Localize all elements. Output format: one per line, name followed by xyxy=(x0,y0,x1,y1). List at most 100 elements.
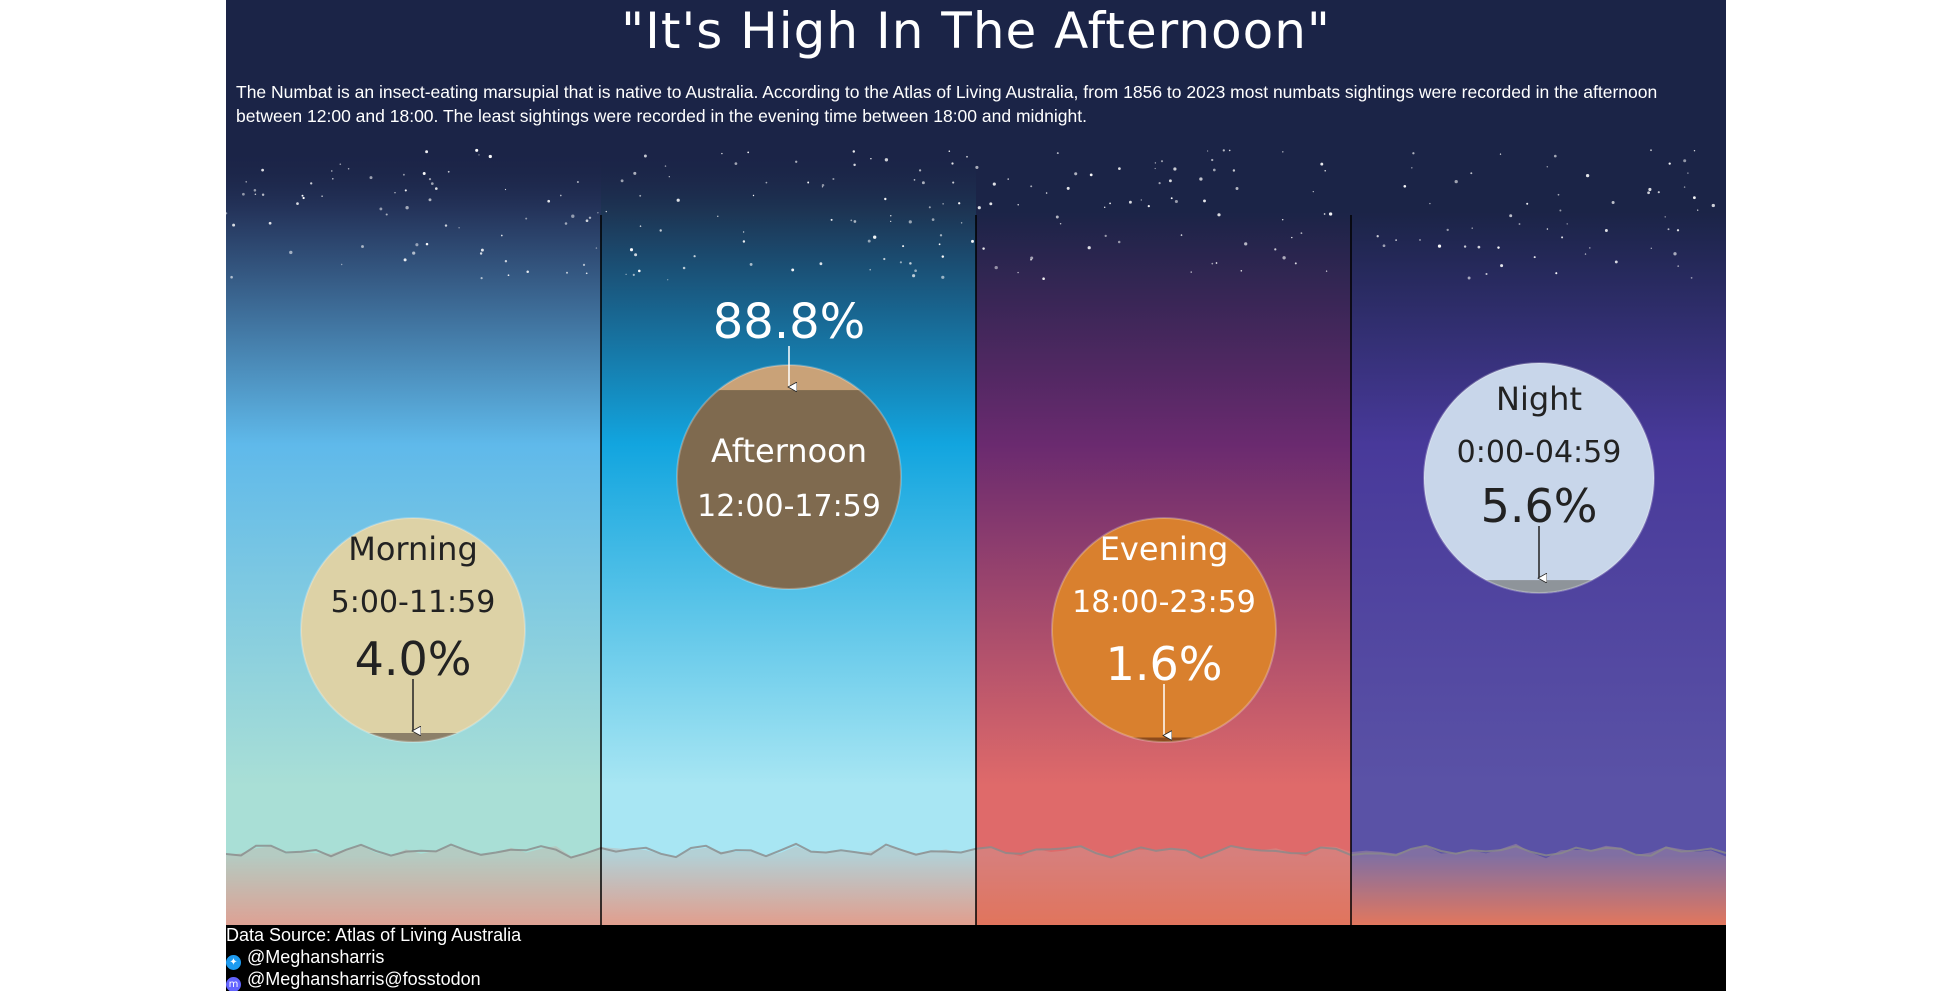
star xyxy=(1244,242,1248,246)
star xyxy=(1199,177,1203,181)
star xyxy=(938,243,941,246)
star xyxy=(620,179,624,183)
circle-morning: Morning 5:00-11:59 4.0% xyxy=(300,517,526,743)
star xyxy=(361,245,364,248)
star xyxy=(1281,218,1284,221)
star xyxy=(1324,170,1326,172)
label-value-afternoon: 88.8% xyxy=(713,294,865,350)
star xyxy=(914,269,917,273)
star xyxy=(966,155,968,158)
star xyxy=(682,266,686,270)
star xyxy=(289,250,293,255)
star xyxy=(585,272,588,275)
star xyxy=(1693,149,1696,152)
star xyxy=(245,181,247,183)
star xyxy=(1676,229,1680,232)
star xyxy=(347,167,350,170)
label-time-morning: 5:00-11:59 xyxy=(331,585,496,620)
star xyxy=(1533,256,1536,259)
star xyxy=(1454,179,1458,184)
star xyxy=(1604,229,1608,232)
label-value-night: 5.6% xyxy=(1481,479,1598,533)
star xyxy=(1294,262,1297,265)
star xyxy=(1211,262,1214,265)
twitter-handle: @Meghansharris xyxy=(247,947,385,967)
star xyxy=(1118,167,1121,170)
star xyxy=(1007,178,1009,180)
star xyxy=(890,215,892,217)
star xyxy=(504,188,507,191)
star xyxy=(428,198,432,202)
circle-base-night xyxy=(1424,363,1654,593)
star xyxy=(412,251,416,255)
star xyxy=(629,248,634,252)
star xyxy=(908,220,912,224)
star xyxy=(664,165,667,167)
star xyxy=(1611,200,1615,205)
horizon-line xyxy=(226,842,1726,860)
star xyxy=(1566,223,1568,225)
star xyxy=(1030,185,1033,188)
star xyxy=(1500,264,1504,268)
star xyxy=(1206,150,1209,152)
star xyxy=(1648,187,1652,192)
star xyxy=(1042,277,1045,281)
star xyxy=(909,262,912,265)
star xyxy=(902,245,905,248)
star xyxy=(564,222,568,225)
label-time-night: 0:00-04:59 xyxy=(1457,435,1622,470)
star xyxy=(830,218,833,221)
star xyxy=(422,172,426,175)
star xyxy=(643,154,647,158)
twitter-credit[interactable]: ✦ @Meghansharris xyxy=(226,947,384,970)
star xyxy=(1664,216,1666,218)
mastodon-credit[interactable]: m @Meghansharris@fosstodon xyxy=(226,969,481,991)
star xyxy=(676,198,680,202)
star xyxy=(478,154,480,156)
star xyxy=(942,203,944,205)
star xyxy=(1158,182,1161,185)
star xyxy=(960,222,963,224)
star xyxy=(1614,260,1618,264)
star xyxy=(1217,213,1221,217)
star xyxy=(819,262,823,266)
star xyxy=(975,165,979,169)
star xyxy=(566,271,568,274)
star xyxy=(332,178,334,180)
star xyxy=(1553,154,1557,158)
star xyxy=(1559,209,1562,212)
mastodon-handle: @Meghansharris@fosstodon xyxy=(247,969,481,989)
star xyxy=(232,223,236,227)
star xyxy=(1168,179,1172,183)
star xyxy=(268,221,272,225)
star xyxy=(1555,272,1558,275)
star xyxy=(717,215,719,217)
star xyxy=(884,197,887,201)
star xyxy=(765,181,768,184)
star xyxy=(912,274,916,278)
star xyxy=(989,202,993,206)
star xyxy=(890,220,892,223)
star xyxy=(742,231,745,233)
star xyxy=(1509,214,1513,218)
star xyxy=(867,239,871,243)
star xyxy=(1683,186,1686,188)
star xyxy=(261,168,264,172)
circle-fill-afternoon xyxy=(677,390,901,589)
star xyxy=(1147,204,1150,208)
star xyxy=(853,163,856,167)
star xyxy=(425,150,429,154)
star xyxy=(1467,276,1471,280)
star xyxy=(480,248,484,252)
star xyxy=(1291,236,1293,239)
label-time-evening: 18:00-23:59 xyxy=(1072,585,1256,620)
star xyxy=(525,217,528,220)
star xyxy=(1154,167,1156,170)
star xyxy=(951,162,954,165)
star xyxy=(458,227,460,229)
star xyxy=(1412,152,1415,155)
star xyxy=(1045,192,1048,194)
star xyxy=(1376,235,1379,238)
label-name-night: Night xyxy=(1496,380,1582,418)
star xyxy=(1066,186,1070,190)
